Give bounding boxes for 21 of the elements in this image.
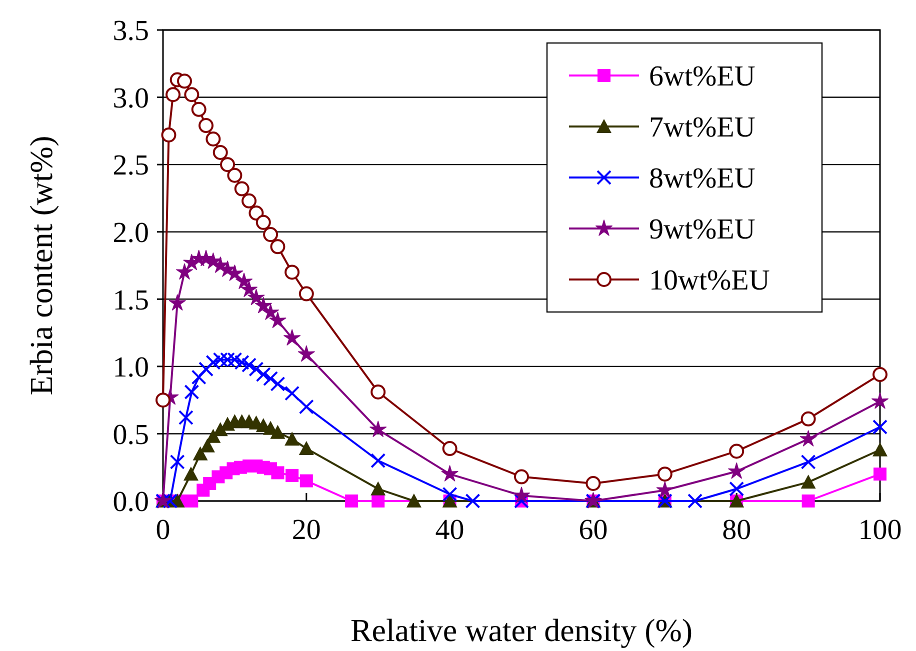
legend-label: 10wt%EU [649, 264, 770, 297]
x-tick-label: 0 [156, 514, 170, 546]
x-tick-label: 80 [722, 514, 752, 546]
legend-label: 6wt%EU [649, 60, 756, 93]
legend-label: 9wt%EU [649, 214, 756, 246]
x-axis-title: Relative water density (%) [350, 612, 693, 648]
y-tick-label: 1.5 [112, 284, 149, 316]
y-tick-label: 1.0 [112, 352, 149, 384]
y-tick-label: 2.5 [112, 150, 149, 182]
y-axis-title: Erbia content (wt%) [23, 136, 59, 396]
x-tick-label: 20 [292, 514, 321, 546]
legend-label: 7wt%EU [649, 112, 756, 144]
y-tick-label: 2.0 [112, 217, 149, 250]
x-tick-label: 60 [578, 514, 608, 546]
y-tick-label: 3.0 [112, 82, 149, 114]
y-tick-label: 0.5 [112, 418, 149, 451]
x-tick-label: 100 [858, 514, 902, 546]
y-tick-label: 3.5 [112, 15, 149, 48]
x-tick-label: 40 [435, 514, 464, 546]
legend-label: 8wt%EU [649, 162, 756, 195]
y-tick-label: 0.0 [112, 486, 149, 518]
